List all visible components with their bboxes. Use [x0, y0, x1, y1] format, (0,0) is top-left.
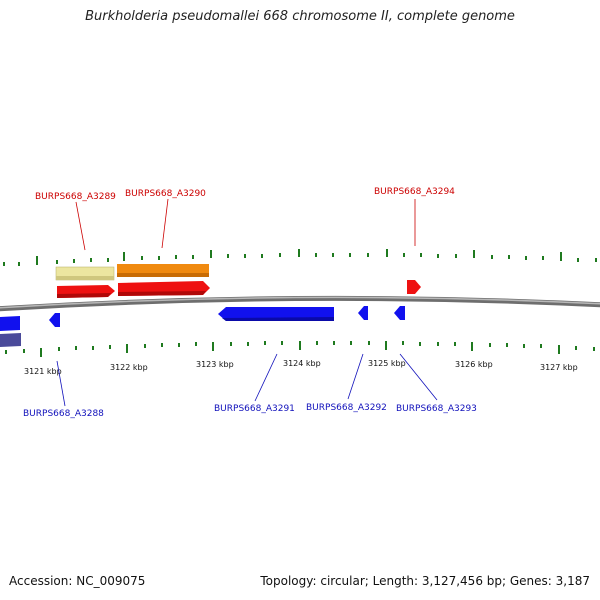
chromosome-backbone-highlight [0, 296, 600, 309]
kbp-label: 3124 kbp [283, 359, 321, 368]
kbp-label: 3125 kbp [368, 359, 406, 368]
reverse-gene-arrow[interactable] [0, 333, 21, 347]
forward-callout-lines [75, 198, 416, 251]
forward-gene-arrow[interactable] [407, 280, 421, 294]
reverse-gene-arrow[interactable] [49, 313, 60, 327]
reverse-gene-arrow-shade [222, 317, 334, 321]
accession-label: Accession: NC_009075 [9, 574, 146, 588]
callout-line [161, 198, 169, 249]
callout-line [399, 353, 438, 401]
chromosome-backbone [0, 295, 600, 312]
reverse-gene-arrow[interactable] [358, 306, 368, 320]
gene-label-reverse[interactable]: BURPS668_A3291 [214, 404, 295, 414]
reverse-tick-row [5, 341, 595, 357]
gene-label-reverse[interactable]: BURPS668_A3288 [23, 409, 104, 419]
forward-gene-arrow-shade [118, 291, 206, 296]
reverse-gene-arrow[interactable] [0, 316, 20, 331]
callout-line [75, 201, 86, 251]
map-title: Burkholderia pseudomallei 668 chromosome… [85, 9, 515, 24]
kbp-label: 3123 kbp [196, 360, 234, 369]
gene-label-reverse[interactable]: BURPS668_A3293 [396, 404, 477, 414]
reverse-callout-lines [56, 353, 438, 407]
kbp-label: 3127 kbp [540, 363, 578, 372]
callout-line [254, 353, 278, 402]
forward-tick-row [3, 249, 597, 266]
gene-label-forward[interactable]: BURPS668_A3290 [125, 189, 206, 199]
pale-cds-feature-shade [56, 276, 114, 280]
genome-stats-label: Topology: circular; Length: 3,127,456 bp… [260, 574, 590, 588]
kbp-label: 3121 kbp [24, 367, 62, 376]
gene-label-reverse[interactable]: BURPS668_A3292 [306, 403, 387, 413]
forward-gene-arrow-shade [57, 293, 111, 298]
kbp-label: 3126 kbp [455, 360, 493, 369]
gene-label-forward[interactable]: BURPS668_A3289 [35, 192, 116, 202]
kbp-label: 3122 kbp [110, 363, 148, 372]
callout-line [56, 360, 66, 407]
orange-cds-feature-shade [117, 273, 209, 277]
reverse-gene-arrow[interactable] [394, 306, 405, 320]
callout-line [347, 353, 364, 400]
gene-label-forward[interactable]: BURPS668_A3294 [374, 187, 455, 197]
